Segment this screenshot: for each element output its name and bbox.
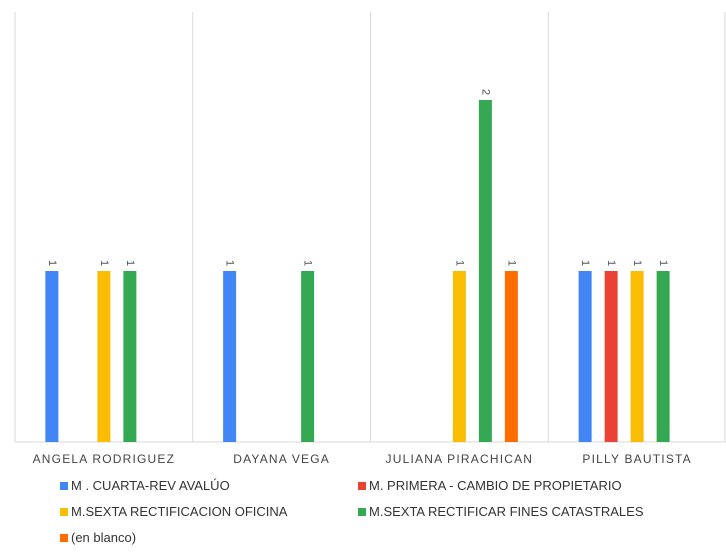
data-label: 1 [657, 260, 669, 266]
bar [656, 271, 670, 442]
bar [578, 271, 592, 442]
x-tick-label: DAYANA VEGA [233, 452, 330, 466]
legend-label: M.SEXTA RECTIFICAR FINES CATASTRALES [369, 504, 644, 519]
bar [223, 271, 237, 442]
bar [604, 271, 618, 442]
x-tick-label: JULIANA PIRACHICAN [386, 452, 534, 466]
legend-item: M . CUARTA-REV AVALÚO [60, 478, 230, 493]
legend-label: M. PRIMERA - CAMBIO DE PROPIETARIO [369, 478, 622, 493]
bar [630, 271, 644, 442]
bar [45, 271, 59, 442]
legend-swatch [60, 533, 68, 542]
legend-label: M.SEXTA RECTIFICACION OFICINA [71, 504, 288, 519]
legend-label: M . CUARTA-REV AVALÚO [71, 478, 230, 493]
x-tick-label: ANGELA RODRIGUEZ [33, 452, 176, 466]
legend-item: M. PRIMERA - CAMBIO DE PROPIETARIO [358, 478, 622, 493]
data-label: 1 [505, 260, 517, 266]
data-label: 1 [46, 260, 58, 266]
data-label: 1 [453, 260, 465, 266]
data-label: 2 [479, 89, 491, 95]
legend-item: (en blanco) [60, 530, 136, 545]
legend-item: M.SEXTA RECTIFICACION OFICINA [60, 504, 287, 519]
bar [478, 100, 492, 442]
legend-swatch [358, 507, 366, 516]
data-label: 1 [579, 260, 591, 266]
bar [123, 271, 137, 442]
legend-swatch [358, 481, 366, 490]
bar [301, 271, 315, 442]
bar [452, 271, 466, 442]
legend-swatch [60, 507, 68, 516]
data-label: 1 [124, 260, 136, 266]
data-label: 1 [631, 260, 643, 266]
data-label: 1 [302, 260, 314, 266]
bar [504, 271, 518, 442]
data-label: 1 [605, 260, 617, 266]
legend-swatch [60, 481, 68, 490]
legend-label: (en blanco) [71, 530, 137, 545]
bar [97, 271, 111, 442]
legend-item: M.SEXTA RECTIFICAR FINES CATASTRALES [358, 504, 644, 519]
data-label: 1 [224, 260, 236, 266]
data-label: 1 [98, 260, 110, 266]
x-tick-label: PILLY BAUTISTA [582, 452, 692, 466]
